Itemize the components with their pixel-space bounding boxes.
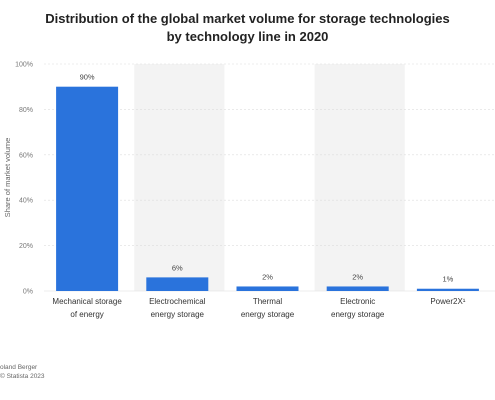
chart-title-line-2: by technology line in 2020	[166, 29, 329, 44]
category-label: energy storage	[241, 310, 295, 319]
y-axis-title: Share of market volume	[3, 138, 12, 218]
category-label: Electrochemical	[149, 297, 206, 306]
bar	[236, 286, 299, 291]
chart-title: Distribution of the global market volume…	[0, 10, 495, 46]
y-tick-label: 60%	[19, 152, 33, 159]
y-tick-label: 0%	[23, 289, 33, 296]
source-line-1: oland Berger	[0, 364, 38, 371]
category-label: Mechanical storage	[52, 297, 122, 306]
source-line-2: © Statista 2023	[0, 373, 45, 380]
y-tick-label: 40%	[19, 198, 33, 205]
chart-title-line-1: Distribution of the global market volume…	[45, 11, 450, 26]
data-label: 2%	[262, 272, 273, 281]
category-label: Electronic	[340, 297, 375, 306]
y-tick-label: 20%	[19, 243, 33, 250]
y-tick-label: 80%	[19, 107, 33, 114]
bar	[416, 288, 479, 291]
column-band	[134, 64, 225, 291]
data-label: 6%	[172, 263, 183, 272]
column-band	[314, 64, 405, 291]
source-note: oland Berger © Statista 2023	[0, 363, 45, 381]
data-label: 2%	[352, 272, 363, 281]
data-label: 1%	[442, 275, 453, 284]
category-label: energy storage	[151, 310, 205, 319]
bar	[146, 277, 209, 291]
category-label: Thermal	[253, 297, 283, 306]
category-label: of energy	[70, 310, 103, 319]
bar	[326, 286, 389, 291]
y-tick-label: 100%	[15, 62, 33, 69]
data-label: 90%	[80, 73, 95, 82]
category-label: energy storage	[331, 310, 385, 319]
category-label: Power2X¹	[430, 297, 465, 306]
bar	[56, 86, 119, 291]
